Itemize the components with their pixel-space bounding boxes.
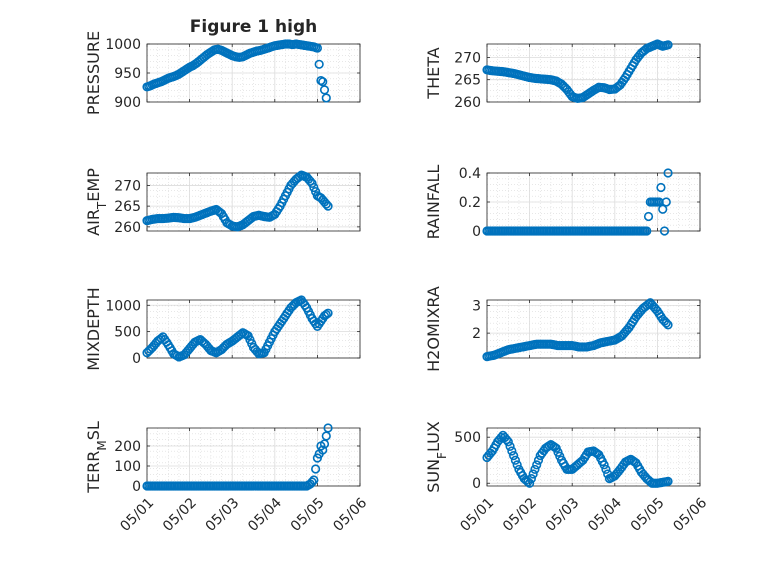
y-axis-label: RAINFALL bbox=[424, 165, 443, 240]
data-point bbox=[533, 455, 544, 465]
y-tick-label: 265 bbox=[454, 73, 481, 89]
axes-box bbox=[146, 299, 361, 359]
data-point bbox=[505, 441, 515, 452]
data-point bbox=[503, 437, 513, 447]
y-axis-label: TERRMSL bbox=[84, 421, 109, 494]
y-tick-label: 265 bbox=[114, 199, 141, 215]
data-point bbox=[321, 93, 331, 103]
data-point bbox=[659, 226, 670, 236]
subplot-air_temp: 260 265 270 AIRTEMP bbox=[84, 168, 361, 236]
data-point bbox=[510, 455, 521, 465]
data-point bbox=[309, 475, 319, 485]
y-axis-label: AIRTEMP bbox=[84, 168, 109, 236]
data-point bbox=[312, 43, 323, 53]
data-point bbox=[323, 308, 333, 318]
y-tick-label: 950 bbox=[114, 66, 141, 82]
axes-box bbox=[486, 299, 701, 359]
data-point bbox=[307, 178, 317, 188]
data-point bbox=[311, 464, 321, 474]
y-tick-label: 260 bbox=[114, 220, 141, 236]
data-point bbox=[321, 199, 331, 209]
y-tick-label: 0 bbox=[472, 476, 481, 492]
data-point bbox=[314, 59, 324, 69]
axes-box bbox=[146, 172, 361, 232]
y-tick-label: 0.2 bbox=[459, 195, 481, 211]
y-axis-label: MIXDEPTH bbox=[84, 287, 103, 370]
data-point bbox=[643, 211, 654, 222]
y-tick-label: 2 bbox=[472, 326, 481, 342]
y-tick-label: 0 bbox=[472, 224, 481, 240]
y-tick-label: 260 bbox=[454, 95, 481, 111]
y-tick-label: 3 bbox=[472, 299, 481, 315]
data-point bbox=[530, 464, 540, 475]
y-tick-label: 270 bbox=[114, 178, 141, 194]
data-point bbox=[642, 226, 652, 236]
data-point bbox=[526, 474, 536, 484]
y-tick-label: 500 bbox=[454, 430, 481, 446]
data-point bbox=[661, 318, 671, 328]
y-tick-label: 0 bbox=[132, 479, 141, 495]
y-axis-label: H2OMIXRA bbox=[424, 286, 443, 372]
y-tick-label: 270 bbox=[454, 50, 481, 66]
data-point bbox=[323, 423, 333, 433]
data-point bbox=[663, 168, 673, 178]
data-point bbox=[656, 182, 666, 193]
y-tick-label: 900 bbox=[114, 95, 141, 111]
subplot-h2omixra: 2 3 H2OMIXRA bbox=[424, 286, 701, 372]
data-point bbox=[528, 469, 538, 479]
data-point bbox=[321, 309, 331, 320]
data-point bbox=[307, 477, 317, 487]
y-tick-label: 500 bbox=[114, 325, 141, 341]
y-axis-label: PRESSURE bbox=[84, 31, 103, 115]
y-axis-label: SUNFLUX bbox=[424, 421, 449, 493]
data-point bbox=[309, 182, 319, 193]
data-point bbox=[663, 320, 673, 330]
y-tick-label: 0 bbox=[132, 351, 141, 367]
data-point bbox=[658, 204, 668, 214]
data-point bbox=[601, 464, 611, 475]
data-point bbox=[512, 460, 522, 470]
data-point bbox=[532, 460, 542, 470]
data-point bbox=[663, 476, 673, 486]
y-tick-label: 1000 bbox=[105, 37, 141, 53]
data-point bbox=[661, 197, 671, 207]
subplot-title: Figure 1 high bbox=[190, 17, 318, 37]
data-point bbox=[501, 435, 512, 445]
data-point bbox=[318, 77, 328, 87]
y-axis-label: THETA bbox=[424, 47, 443, 99]
y-tick-label: 0.4 bbox=[459, 166, 481, 182]
axes-box bbox=[486, 427, 701, 487]
y-tick-label: 100 bbox=[114, 459, 141, 475]
subplot-theta: 260 265 270 THETA bbox=[424, 39, 701, 111]
subplot-rainfall: 0 0.2 0.4 RAINFALL bbox=[424, 165, 701, 240]
data-point bbox=[509, 451, 519, 461]
data-point bbox=[319, 85, 330, 95]
y-tick-label: 1000 bbox=[105, 298, 141, 314]
data-point bbox=[524, 478, 535, 488]
data-point bbox=[323, 201, 333, 211]
data-point bbox=[663, 40, 673, 50]
y-tick-label: 200 bbox=[114, 439, 141, 455]
data-point bbox=[318, 445, 328, 455]
data-point bbox=[496, 432, 506, 443]
data-point bbox=[507, 446, 517, 456]
data-point bbox=[599, 460, 609, 470]
